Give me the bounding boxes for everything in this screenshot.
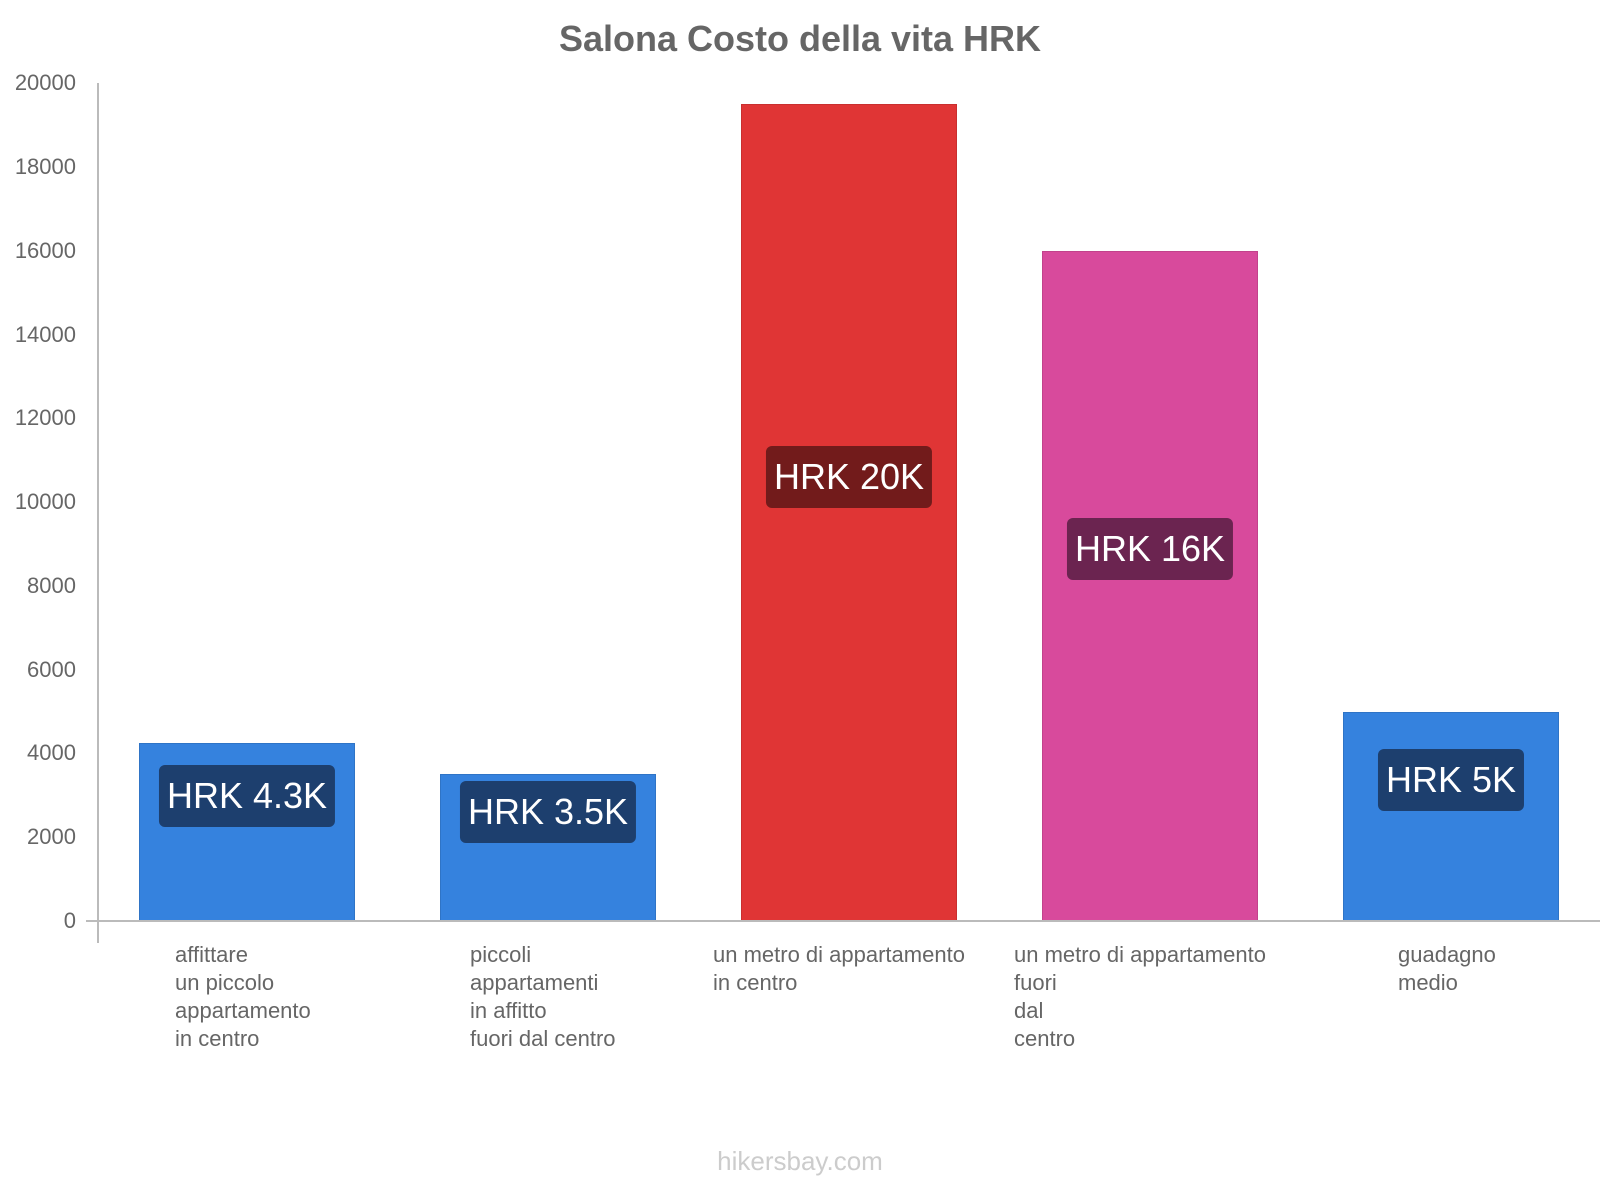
x-category-label: affittare un piccolo appartamento in cen… [175, 942, 311, 1051]
bar-value-label: HRK 16K [1066, 518, 1234, 580]
bar-rent-small-apartment-centre: HRK 4.3K [139, 743, 355, 921]
bar-sqm-centre: HRK 20K [741, 104, 957, 921]
x-axis-line [86, 920, 1600, 922]
x-category-label: guadagno medio [1398, 942, 1496, 995]
chart-title: Salona Costo della vita HRK [558, 18, 1042, 59]
source-watermark: hikersbay.com [717, 1146, 883, 1176]
y-axis-line [97, 83, 99, 943]
y-tick-label: 2000 [27, 824, 76, 849]
bar-sqm-outside: HRK 16K [1042, 251, 1258, 921]
y-tick-label: 8000 [27, 573, 76, 598]
x-category-label: piccoli appartamenti in affitto fuori da… [470, 942, 616, 1051]
y-tick-label: 6000 [27, 657, 76, 682]
y-tick-label: 14000 [14, 322, 76, 347]
x-category-label: un metro di appartamento fuori dal centr… [1014, 942, 1266, 1051]
bar-rent-small-apartments-outside: HRK 3.5K [440, 774, 656, 921]
bar-value-label: HRK 20K [765, 446, 933, 508]
y-tick-label: 20000 [14, 70, 76, 95]
bar-value-label: HRK 5K [1377, 749, 1525, 811]
y-tick-label: 16000 [14, 238, 76, 263]
bar-value-label: HRK 4.3K [158, 765, 336, 827]
y-tick-label: 10000 [14, 489, 76, 514]
y-tick-label: 4000 [27, 740, 76, 765]
y-tick-label: 18000 [14, 154, 76, 179]
bar-value-label: HRK 3.5K [459, 781, 637, 843]
y-tick-label: 12000 [14, 405, 76, 430]
bar-average-salary: HRK 5K [1343, 712, 1559, 921]
x-category-label: un metro di appartamento in centro [713, 942, 965, 995]
y-tick-label: 0 [63, 908, 76, 933]
